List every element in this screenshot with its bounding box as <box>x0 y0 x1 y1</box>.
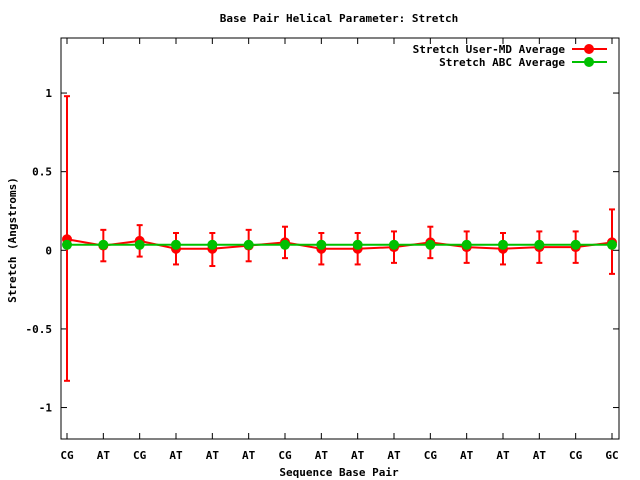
data-point <box>316 239 327 250</box>
x-axis-label: Sequence Base Pair <box>279 466 399 479</box>
data-point <box>425 239 436 250</box>
data-point <box>389 239 399 250</box>
data-point <box>570 239 581 250</box>
data-point <box>607 239 617 250</box>
data-point <box>62 239 72 250</box>
x-tick-label: AT <box>460 449 474 462</box>
legend-label: Stretch ABC Average <box>439 56 565 69</box>
y-tick-label: -1 <box>39 402 53 415</box>
y-axis-label: Stretch (Angstroms) <box>6 177 19 303</box>
x-tick-label: AT <box>533 449 547 462</box>
y-tick-label: 0.5 <box>32 166 52 179</box>
x-tick-label: CG <box>424 449 438 462</box>
x-tick-label: AT <box>315 449 329 462</box>
x-tick-label: AT <box>169 449 183 462</box>
y-tick-label: 1 <box>45 87 52 100</box>
data-point <box>171 239 181 250</box>
data-point <box>498 239 508 250</box>
data-point <box>352 239 363 250</box>
data-point <box>280 239 290 250</box>
x-tick-label: CG <box>60 449 74 462</box>
legend-label: Stretch User-MD Average <box>413 43 566 56</box>
chart-title: Base Pair Helical Parameter: Stretch <box>220 12 458 25</box>
series-layer <box>62 95 617 382</box>
x-tick-label: AT <box>387 449 401 462</box>
x-tick-label: CG <box>569 449 583 462</box>
x-tick-label: AT <box>496 449 510 462</box>
x-tick-label: AT <box>206 449 220 462</box>
series-abc <box>62 239 617 250</box>
x-tick-label: AT <box>351 449 365 462</box>
plot-frame <box>60 37 620 440</box>
data-point <box>98 239 109 250</box>
series-user-md <box>62 95 617 382</box>
x-tick-label: CG <box>133 449 147 462</box>
data-point <box>461 239 472 250</box>
x-tick-label: AT <box>242 449 256 462</box>
x-tick-label: GC <box>605 449 618 462</box>
x-tick-label: AT <box>97 449 111 462</box>
y-axis: 1 0.5 0 -0.5 -1 <box>26 87 619 415</box>
data-point <box>207 239 218 250</box>
y-tick-label: -0.5 <box>26 323 53 336</box>
data-point <box>134 239 145 250</box>
x-tick-label: CG <box>278 449 292 462</box>
y-tick-label: 0 <box>45 244 52 257</box>
legend-marker <box>584 57 594 67</box>
data-point <box>534 239 545 250</box>
legend-marker <box>584 44 594 54</box>
data-point <box>243 239 254 250</box>
x-axis: CG AT CG AT AT AT CG AT AT AT CG AT AT AT CG GC <box>60 38 619 462</box>
